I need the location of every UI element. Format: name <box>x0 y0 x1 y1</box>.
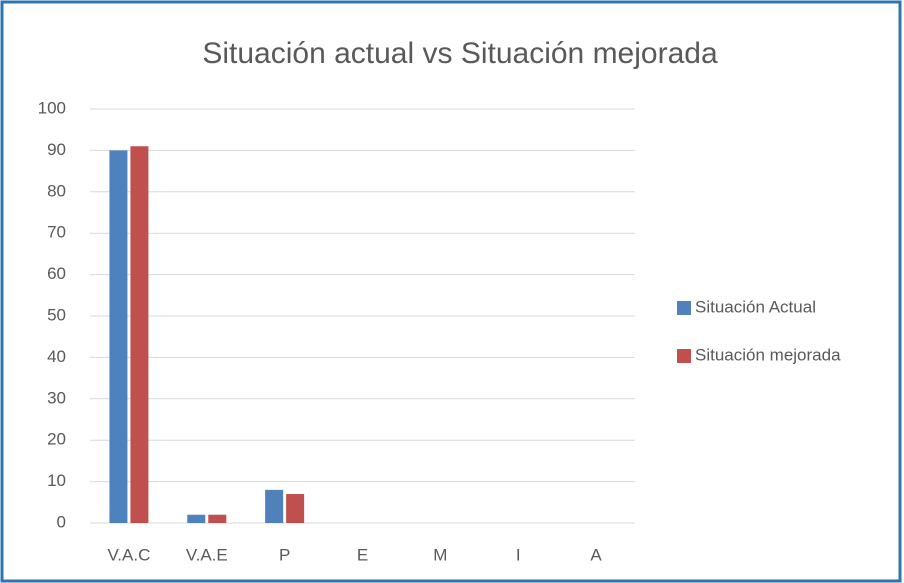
bar <box>109 150 128 523</box>
y-tick-label: 40 <box>47 347 66 366</box>
x-tick-label: P <box>279 545 290 564</box>
y-tick-label: 10 <box>47 471 66 490</box>
y-tick-label: 90 <box>47 140 66 159</box>
x-tick-label: E <box>357 545 368 564</box>
y-tick-label: 30 <box>47 388 66 407</box>
y-tick-label: 20 <box>47 430 66 449</box>
bar <box>187 514 206 523</box>
legend-swatch <box>677 301 691 315</box>
legend-label: Situación mejorada <box>695 345 841 364</box>
x-tick-label: V.A.C <box>108 545 151 564</box>
y-tick-label: 50 <box>47 305 66 324</box>
y-tick-label: 80 <box>47 181 66 200</box>
y-tick-label: 100 <box>38 98 66 117</box>
bar <box>130 146 149 523</box>
bar <box>208 514 227 523</box>
legend-label: Situación Actual <box>695 297 816 316</box>
x-tick-label: V.A.E <box>186 545 228 564</box>
x-tick-label: A <box>590 545 602 564</box>
x-tick-label: M <box>433 545 447 564</box>
y-tick-label: 70 <box>47 223 66 242</box>
y-tick-label: 0 <box>57 512 66 531</box>
y-tick-label: 60 <box>47 264 66 283</box>
bar <box>286 494 305 523</box>
legend-swatch <box>677 349 691 363</box>
chart-title: Situación actual vs Situación mejorada <box>202 37 718 70</box>
bar <box>265 489 284 523</box>
x-tick-label: I <box>516 545 521 564</box>
